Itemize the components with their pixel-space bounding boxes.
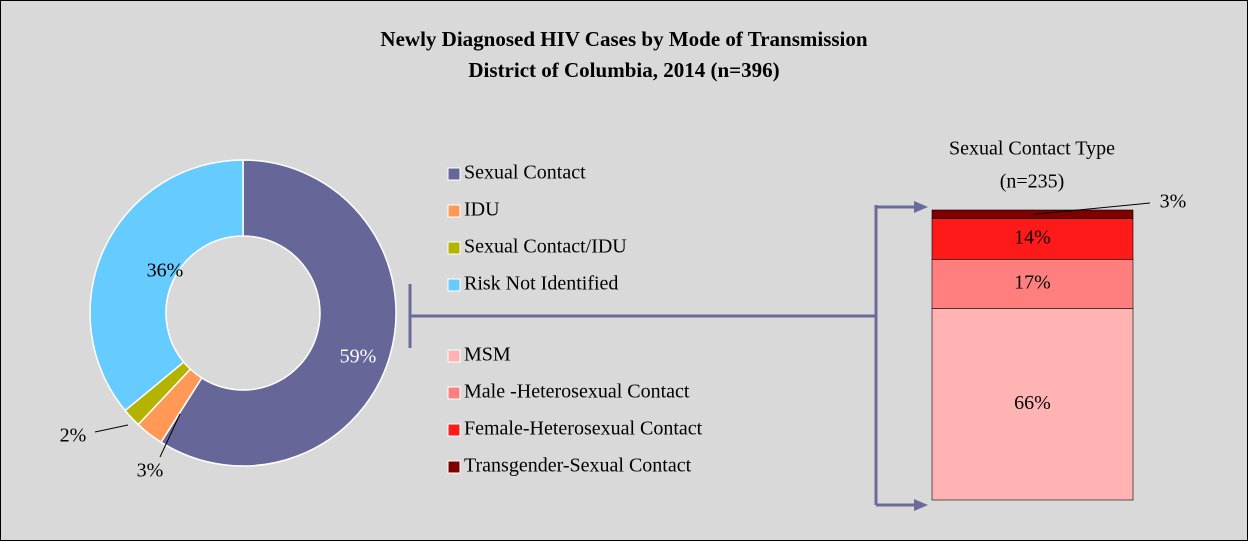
legend-swatch bbox=[447, 460, 461, 474]
data-label: 36% bbox=[147, 260, 184, 282]
legend-label: MSM bbox=[464, 344, 511, 366]
bar-segment bbox=[931, 258, 1134, 309]
legend-swatch bbox=[447, 349, 461, 363]
bar-subtitle: (n=235) bbox=[1000, 171, 1065, 193]
chart-title: Newly Diagnosed HIV Cases by Mode of Tra… bbox=[380, 27, 867, 51]
data-label: 59% bbox=[340, 346, 377, 368]
data-label: 17% bbox=[1014, 272, 1051, 294]
data-label: 2% bbox=[60, 425, 87, 447]
leader-line bbox=[159, 413, 181, 458]
connector bbox=[408, 205, 918, 507]
legend-swatch bbox=[447, 386, 461, 400]
legend-swatch bbox=[447, 204, 461, 218]
bar-segment bbox=[931, 209, 1134, 219]
doughnut-slice bbox=[159, 159, 397, 467]
bar-segment bbox=[931, 308, 1134, 501]
data-label: 3% bbox=[1160, 191, 1187, 213]
legend-swatch bbox=[447, 278, 461, 292]
leader-line bbox=[1032, 202, 1151, 215]
legend-swatch bbox=[447, 167, 461, 181]
legend-label: Transgender-Sexual Contact bbox=[464, 455, 692, 477]
data-label: 14% bbox=[1014, 227, 1051, 249]
legend-label: Male -Heterosexual Contact bbox=[464, 381, 690, 403]
legend-swatch bbox=[447, 241, 461, 255]
data-label: 66% bbox=[1014, 392, 1051, 414]
bar-segment bbox=[931, 218, 1134, 260]
legend-swatch bbox=[447, 423, 461, 437]
leader-line bbox=[94, 424, 129, 433]
legend-label: Female-Heterosexual Contact bbox=[464, 418, 703, 440]
doughnut-slice bbox=[89, 159, 244, 412]
chart-subtitle: District of Columbia, 2014 (n=396) bbox=[468, 58, 779, 82]
legend-label: Sexual Contact bbox=[464, 162, 586, 184]
legend-label: Risk Not Identified bbox=[464, 273, 618, 295]
legend-label: IDU bbox=[464, 199, 500, 221]
data-label: 3% bbox=[137, 460, 164, 482]
legend-label: Sexual Contact/IDU bbox=[464, 236, 627, 258]
arrowheads bbox=[914, 201, 928, 511]
bar-title: Sexual Contact Type bbox=[949, 138, 1115, 160]
